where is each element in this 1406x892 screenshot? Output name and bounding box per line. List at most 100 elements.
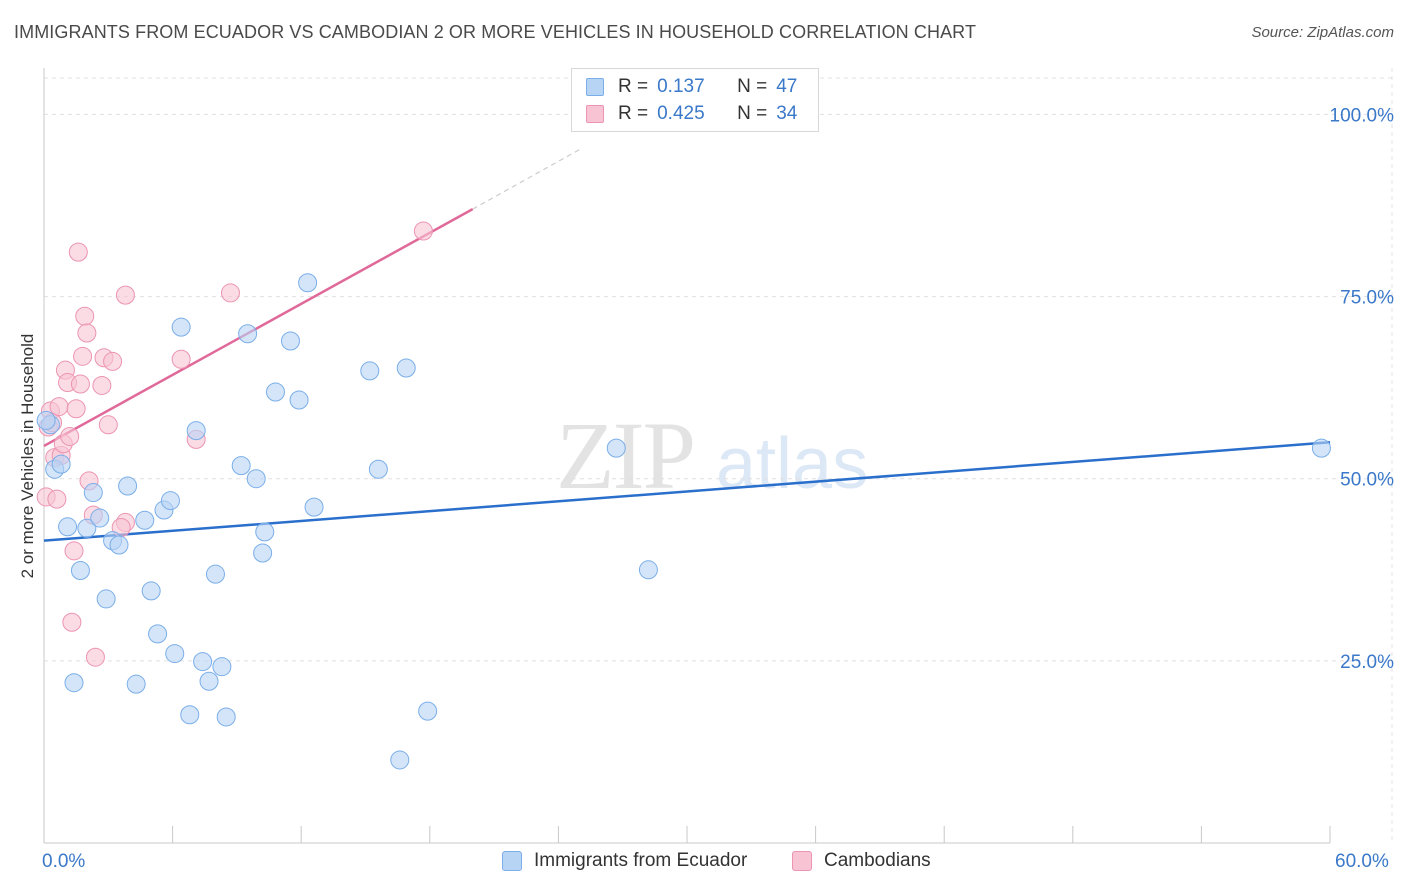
point-cambodians bbox=[85, 647, 105, 667]
point-ecuador bbox=[160, 491, 180, 511]
point-ecuador bbox=[96, 589, 116, 609]
point-ecuador bbox=[186, 421, 206, 441]
legend-row-cambodians: R = 0.425 N = 34 bbox=[586, 102, 797, 126]
point-cambodians bbox=[49, 397, 69, 417]
point-ecuador bbox=[418, 701, 438, 721]
point-ecuador bbox=[193, 652, 213, 672]
point-ecuador bbox=[90, 508, 110, 528]
legend-swatch-pink bbox=[792, 851, 812, 871]
legend-swatch-blue bbox=[502, 851, 522, 871]
point-ecuador bbox=[216, 707, 236, 727]
y-tick-label: 75.0% bbox=[1340, 288, 1394, 309]
point-cambodians bbox=[77, 323, 97, 343]
trend-line-ecuador bbox=[43, 441, 1331, 542]
point-ecuador bbox=[58, 517, 78, 537]
point-ecuador bbox=[396, 358, 416, 378]
point-ecuador bbox=[289, 390, 309, 410]
legend-label-ecuador: Immigrants from Ecuador bbox=[534, 850, 748, 871]
y-tick-label: 25.0% bbox=[1340, 652, 1394, 673]
point-ecuador bbox=[280, 331, 300, 351]
point-ecuador bbox=[135, 510, 155, 530]
point-cambodians bbox=[66, 399, 86, 419]
point-cambodians bbox=[171, 349, 191, 369]
source-credit: Source: ZipAtlas.com bbox=[1251, 24, 1394, 41]
point-cambodians bbox=[62, 612, 82, 632]
trend-line-extension bbox=[472, 148, 581, 210]
point-ecuador bbox=[83, 483, 103, 503]
point-ecuador bbox=[141, 581, 161, 601]
legend-r-label: R = bbox=[618, 76, 649, 97]
point-cambodians bbox=[70, 374, 90, 394]
legend-r-value: 0.137 bbox=[657, 76, 705, 97]
point-ecuador bbox=[231, 456, 251, 476]
x-tick-label-max: 60.0% bbox=[1335, 851, 1389, 872]
legend-r-value: 0.425 bbox=[657, 103, 705, 124]
trend-lines bbox=[43, 148, 1331, 542]
point-ecuador bbox=[238, 324, 258, 344]
point-cambodians bbox=[75, 306, 95, 326]
point-ecuador bbox=[64, 673, 84, 693]
point-ecuador bbox=[638, 560, 658, 580]
legend-n-value: 34 bbox=[776, 103, 798, 124]
point-ecuador bbox=[180, 705, 200, 725]
point-ecuador bbox=[36, 410, 56, 430]
point-ecuador bbox=[118, 476, 138, 496]
legend-label-cambodians: Cambodians bbox=[824, 850, 931, 871]
x-tick-label-min: 0.0% bbox=[42, 851, 86, 872]
point-ecuador bbox=[199, 671, 219, 691]
legend-item-ecuador[interactable]: Immigrants from Ecuador bbox=[502, 850, 747, 872]
correlation-legend: R = 0.137 N = 47 R = 0.425 N = 34 bbox=[571, 68, 819, 132]
point-cambodians bbox=[103, 351, 123, 371]
point-ecuador bbox=[51, 454, 71, 474]
point-ecuador bbox=[165, 644, 185, 664]
point-ecuador bbox=[246, 469, 266, 489]
point-cambodians bbox=[47, 489, 67, 509]
point-ecuador bbox=[390, 750, 410, 770]
trend-line-cambodians bbox=[43, 208, 474, 448]
watermark-zip: ZIP bbox=[556, 402, 694, 509]
point-ecuador bbox=[255, 522, 275, 542]
data-points bbox=[36, 221, 1331, 770]
point-cambodians bbox=[68, 242, 88, 262]
axes bbox=[43, 68, 1331, 844]
legend-n-label: N = bbox=[737, 76, 768, 97]
point-ecuador bbox=[148, 624, 168, 644]
point-ecuador bbox=[304, 497, 324, 517]
y-tick-labels: 25.0% 50.0% 75.0% 100.0% bbox=[1330, 105, 1395, 672]
point-ecuador bbox=[368, 459, 388, 479]
point-cambodians bbox=[92, 375, 112, 395]
point-ecuador bbox=[253, 543, 273, 563]
y-tick-label: 100.0% bbox=[1330, 105, 1395, 126]
point-ecuador bbox=[606, 438, 626, 458]
point-cambodians bbox=[64, 541, 84, 561]
legend-n-label: N = bbox=[737, 103, 768, 124]
point-cambodians bbox=[60, 426, 80, 446]
watermark: ZIP atlas bbox=[556, 402, 868, 509]
legend-n-value: 47 bbox=[776, 76, 798, 97]
point-cambodians bbox=[115, 285, 135, 305]
point-cambodians bbox=[413, 221, 433, 241]
series-legend: Immigrants from Ecuador Cambodians bbox=[0, 850, 1406, 878]
legend-r-label: R = bbox=[618, 103, 649, 124]
point-ecuador bbox=[1311, 438, 1331, 458]
point-cambodians bbox=[73, 346, 93, 366]
point-ecuador bbox=[212, 657, 232, 677]
legend-item-cambodians[interactable]: Cambodians bbox=[792, 850, 931, 872]
point-ecuador bbox=[126, 674, 146, 694]
point-ecuador bbox=[171, 317, 191, 337]
point-ecuador bbox=[360, 361, 380, 381]
watermark-atlas: atlas bbox=[716, 424, 868, 504]
legend-row-ecuador: R = 0.137 N = 47 bbox=[586, 75, 797, 99]
point-ecuador bbox=[70, 561, 90, 581]
point-cambodians bbox=[220, 283, 240, 303]
point-cambodians bbox=[98, 415, 118, 435]
point-ecuador bbox=[265, 382, 285, 402]
point-ecuador bbox=[109, 535, 129, 555]
point-ecuador bbox=[298, 273, 318, 293]
y-tick-label: 50.0% bbox=[1340, 470, 1394, 491]
chart-title: IMMIGRANTS FROM ECUADOR VS CAMBODIAN 2 O… bbox=[14, 22, 977, 42]
legend-swatch-pink bbox=[586, 105, 604, 123]
point-ecuador bbox=[77, 518, 97, 538]
legend-swatch-blue bbox=[586, 78, 604, 96]
